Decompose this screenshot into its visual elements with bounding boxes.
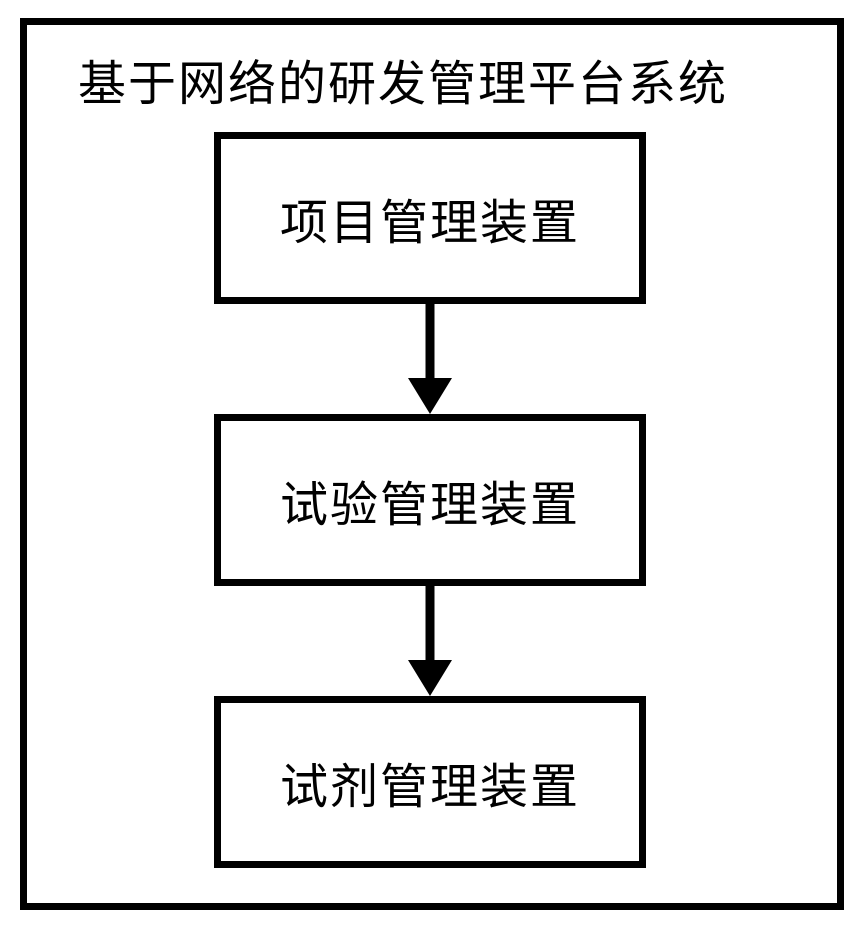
node-label-test-mgmt: 试验管理装置 (280, 465, 580, 535)
node-project-mgmt: 项目管理装置 (214, 132, 646, 304)
node-label-reagent-mgmt: 试剂管理装置 (280, 747, 580, 817)
node-reagent-mgmt: 试剂管理装置 (214, 696, 646, 868)
diagram-title: 基于网络的研发管理平台系统 (78, 44, 728, 114)
node-test-mgmt: 试验管理装置 (214, 414, 646, 586)
node-label-project-mgmt: 项目管理装置 (280, 183, 580, 253)
arrow-arrow-1 (386, 304, 474, 414)
arrow-arrow-2 (386, 586, 474, 696)
